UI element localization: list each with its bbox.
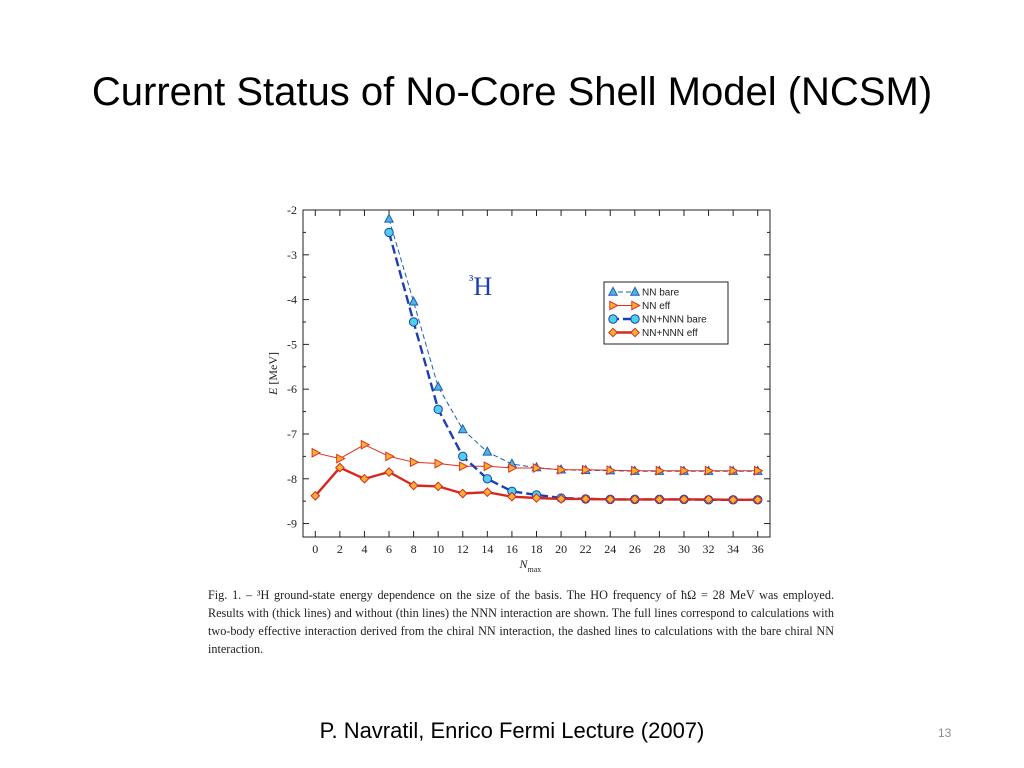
x-tick-label: 12 xyxy=(457,542,469,556)
y-axis-label: E [MeV] xyxy=(266,352,280,396)
data-point-nn-bare xyxy=(433,381,444,391)
legend-marker-nn-plus-nnn-eff xyxy=(608,327,618,338)
x-axis-label: Nmax xyxy=(518,557,541,574)
x-tick-label: 36 xyxy=(752,542,764,556)
data-point-nn-plus-nnn-eff xyxy=(752,494,763,505)
data-point-nn-eff xyxy=(459,461,469,472)
plot-frame xyxy=(302,209,771,538)
x-tick-label: 20 xyxy=(555,542,567,556)
series-line-nn-bare xyxy=(388,218,758,472)
x-tick-label: 2 xyxy=(337,542,343,556)
data-point-nn-plus-nnn-eff xyxy=(605,494,616,505)
x-tick-label: 34 xyxy=(727,542,739,556)
x-tick-label: 10 xyxy=(432,542,444,556)
x-tick-label: 30 xyxy=(678,542,690,556)
data-point-nn-eff xyxy=(606,465,617,476)
legend-marker-nn-plus-nnn-eff xyxy=(630,327,640,338)
chart-title: ³H xyxy=(469,272,493,301)
x-tick-label: 32 xyxy=(703,542,715,556)
y-tick-label: -5 xyxy=(287,337,297,351)
data-point-nn-eff xyxy=(557,464,567,475)
data-point-nn-plus-nnn-eff xyxy=(703,494,714,505)
y-tick-label: -9 xyxy=(287,517,297,531)
x-tick-label: 26 xyxy=(629,542,641,556)
data-point-nn-plus-nnn-eff xyxy=(482,487,493,498)
data-point-nn-eff xyxy=(704,465,715,476)
x-tick-label: 8 xyxy=(411,542,417,556)
energy-chart: -2-3-4-5-6-7-8-90 2 4 6 8 10 12 14 16 18 20 22 24 26 2… xyxy=(266,203,771,574)
data-point-nn-eff xyxy=(680,465,690,476)
data-point-nn-eff xyxy=(508,462,518,474)
data-point-nn-plus-nnn-bare xyxy=(482,474,493,484)
legend-marker-nn-plus-nnn-bare xyxy=(608,314,618,324)
data-point-nn-plus-nnn-eff xyxy=(654,494,665,505)
data-point-nn-eff xyxy=(409,457,420,468)
data-point-nn-eff xyxy=(754,465,764,476)
y-tick-label: -2 xyxy=(287,203,297,217)
legend-label-nn-plus-nnn-eff: NN+NNN eff xyxy=(642,328,698,339)
citation: P. Navratil, Enrico Fermi Lecture (2007) xyxy=(319,718,705,743)
data-point-nn-plus-nnn-eff xyxy=(310,490,321,501)
data-point-nn-plus-nnn-eff xyxy=(679,494,689,505)
data-point-nn-plus-nnn-eff xyxy=(408,480,419,491)
data-point-nn-plus-nnn-bare xyxy=(384,227,394,238)
data-point-nn-plus-nnn-bare xyxy=(433,404,443,415)
y-tick-label: -7 xyxy=(287,427,297,441)
legend-label-nn-bare: NN bare xyxy=(642,288,680,299)
legend-label-nn-eff: NN eff xyxy=(642,301,670,312)
data-point-nn-plus-nnn-eff xyxy=(359,473,370,484)
legend-marker-nn-eff xyxy=(631,300,641,311)
data-point-nn-plus-nnn-eff xyxy=(384,467,394,477)
data-point-nn-bare xyxy=(408,296,419,306)
x-tick-label: 16 xyxy=(506,542,518,556)
slide-number: 13 xyxy=(938,726,952,740)
data-point-nn-plus-nnn-eff xyxy=(629,494,640,505)
data-point-nn-bare xyxy=(457,423,468,434)
data-point-nn-bare xyxy=(482,446,493,456)
data-point-nn-eff xyxy=(729,465,739,476)
figure-caption: Fig. 1. – ³H ground-state energy depende… xyxy=(208,588,834,656)
data-point-nn-eff xyxy=(434,458,444,469)
data-point-nn-eff xyxy=(360,439,371,450)
data-point-nn-eff xyxy=(336,453,346,464)
x-tick-label: 14 xyxy=(481,542,493,556)
legend-marker-nn-eff xyxy=(609,300,619,311)
legend-marker-nn-plus-nnn-bare xyxy=(630,314,640,324)
data-point-nn-eff xyxy=(655,465,666,476)
y-tick-label: -3 xyxy=(287,248,297,262)
x-tick-label: 6 xyxy=(386,542,392,556)
legend-label-nn-plus-nnn-bare: NN+NNN bare xyxy=(642,315,707,326)
data-point-nn-plus-nnn-eff xyxy=(334,462,345,473)
y-tick-label: -6 xyxy=(287,382,297,396)
legend-marker-nn-bare xyxy=(629,286,641,296)
data-point-nn-plus-nnn-eff xyxy=(556,494,566,504)
x-tick-label: 18 xyxy=(531,542,543,556)
y-tick-label: -4 xyxy=(287,293,297,307)
data-point-nn-plus-nnn-eff xyxy=(433,481,444,492)
x-tick-label: 4 xyxy=(361,542,367,556)
y-tick-label: -8 xyxy=(287,472,297,486)
data-point-nn-plus-nnn-eff xyxy=(728,494,739,505)
series-line-nn-plus-nnn-bare xyxy=(387,232,758,501)
data-point-nn-eff xyxy=(581,464,592,475)
x-tick-label: 24 xyxy=(604,542,616,556)
data-point-nn-eff xyxy=(483,461,494,472)
x-tick-label: 22 xyxy=(580,542,592,556)
data-point-nn-eff xyxy=(532,462,543,474)
data-point-nn-eff xyxy=(311,447,322,458)
slide-title: Current Status of No-Core Shell Model (N… xyxy=(91,70,933,114)
legend-marker-nn-bare xyxy=(607,286,619,296)
data-point-nn-bare xyxy=(383,213,395,223)
x-tick-label: 0 xyxy=(312,542,318,556)
data-point-nn-plus-nnn-eff xyxy=(457,488,468,499)
data-point-nn-plus-nnn-eff xyxy=(507,491,517,502)
data-point-nn-eff xyxy=(631,465,641,476)
x-tick-label: 28 xyxy=(653,542,665,556)
data-point-nn-eff xyxy=(385,451,395,462)
data-point-nn-plus-nnn-eff xyxy=(580,494,591,504)
data-point-nn-plus-nnn-eff xyxy=(531,493,542,503)
data-point-nn-plus-nnn-bare xyxy=(408,317,419,327)
data-point-nn-plus-nnn-bare xyxy=(458,451,468,462)
